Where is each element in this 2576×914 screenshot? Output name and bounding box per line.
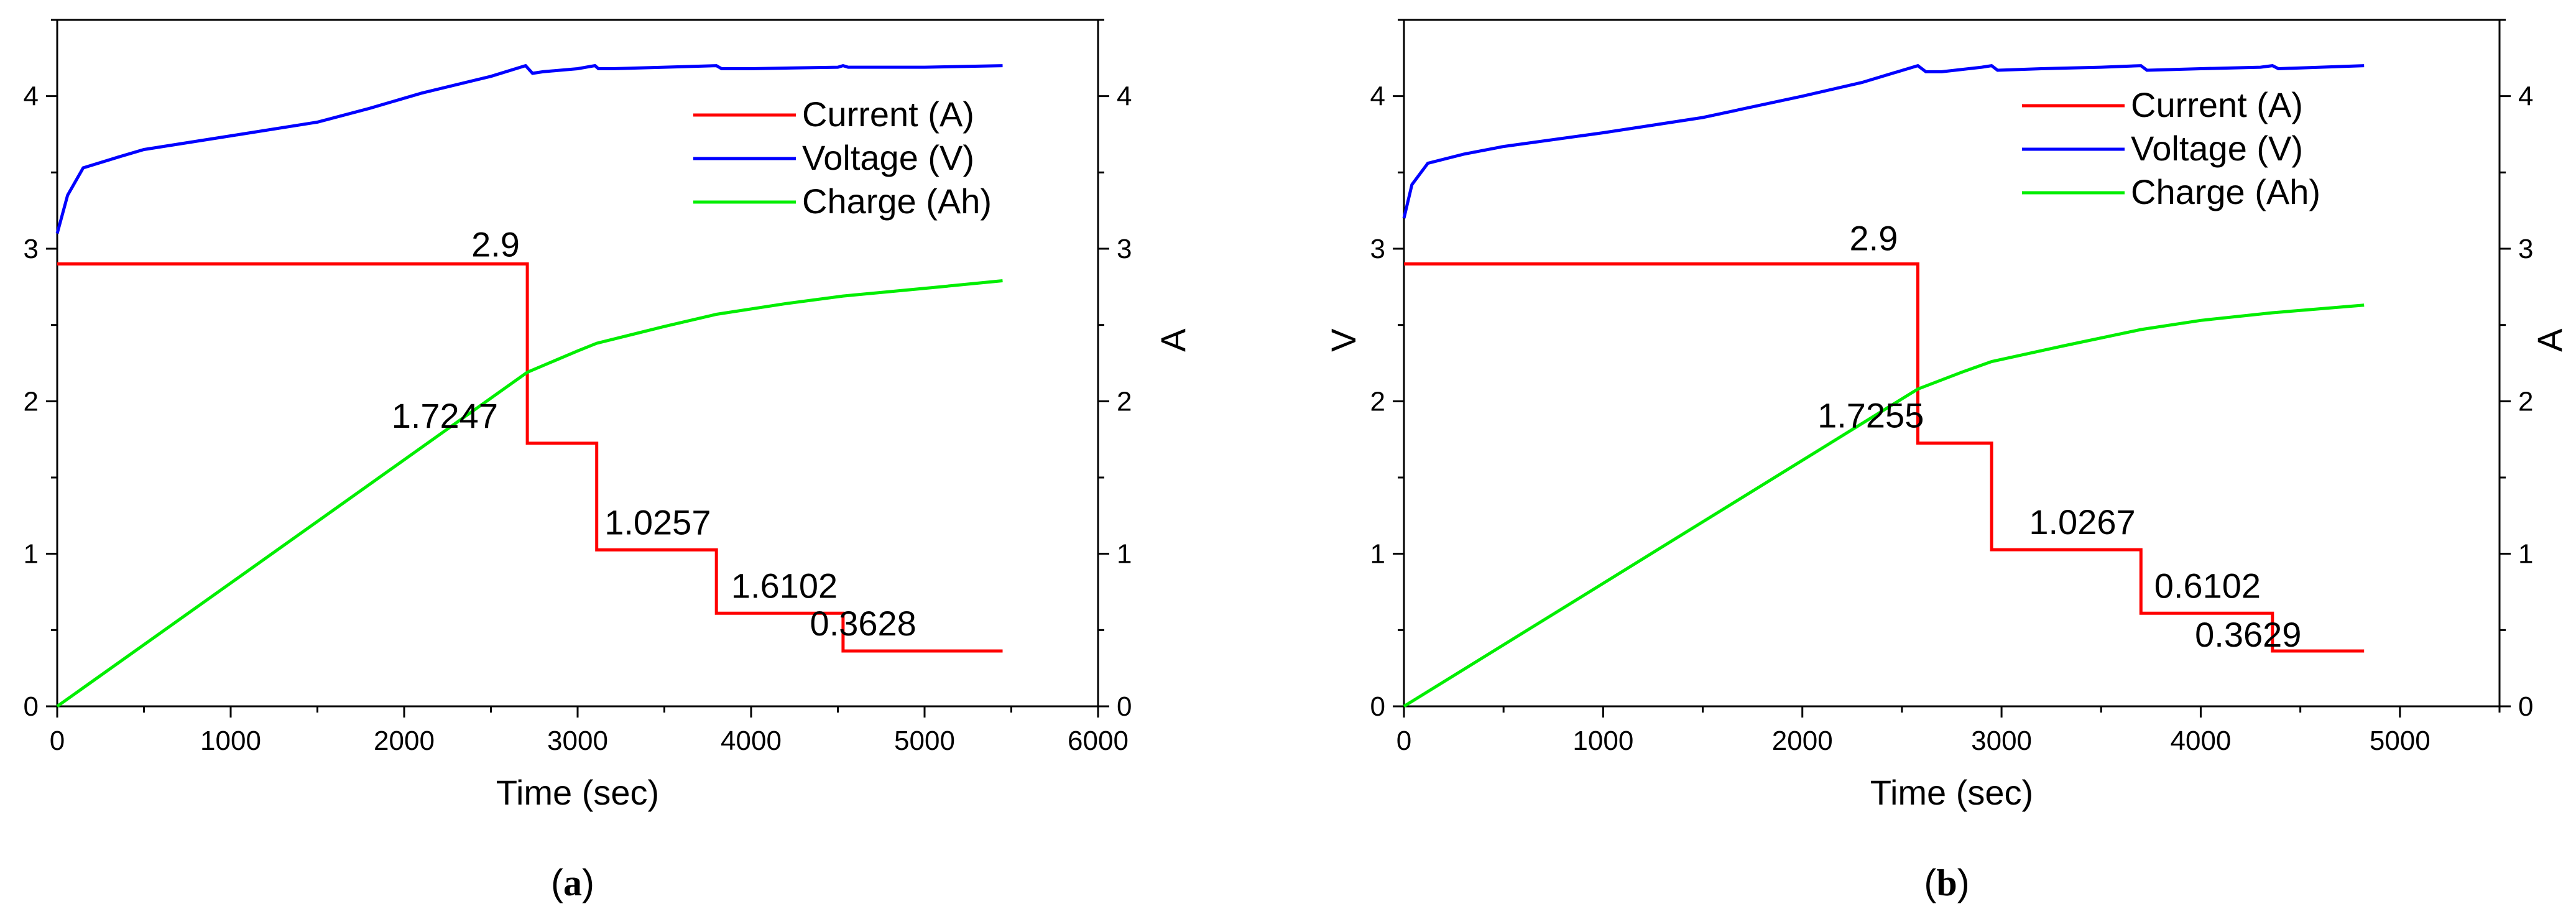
chart-b-plot-frame bbox=[1403, 19, 2501, 708]
chart-a-x-tick-label: 6000 bbox=[1068, 726, 1129, 756]
chart-b-x-tick-label: 4000 bbox=[2171, 726, 2232, 756]
chart-a-y-tick-label-right: 2 bbox=[1117, 386, 1132, 417]
chart-b-x-tick-label: 3000 bbox=[1971, 726, 2032, 756]
chart-a-series-current-line bbox=[57, 262, 1003, 653]
chart-a-y-tick-label-right: 1 bbox=[1117, 539, 1132, 570]
chart-a-y-tick-label-right: 4 bbox=[1117, 81, 1132, 112]
chart-b-y-tick-label-left: 4 bbox=[1370, 81, 1385, 112]
chart-a-x-tick-label: 1000 bbox=[200, 726, 261, 756]
chart-a-panel-label: (a) bbox=[551, 862, 594, 903]
chart-a-x-tick-label: 0 bbox=[50, 726, 65, 756]
panel-label-letter: b bbox=[1936, 862, 1957, 903]
chart-b-y-tick-label-right: 0 bbox=[2518, 691, 2533, 722]
chart-a-y-tick-label-left: 3 bbox=[24, 234, 39, 264]
chart-a-x-tick-label: 3000 bbox=[547, 726, 608, 756]
chart-a-x-tick-label: 4000 bbox=[721, 726, 782, 756]
chart-b-x-tick-label: 2000 bbox=[1772, 726, 1833, 756]
chart-a-y-tick-label-left: 1 bbox=[24, 539, 39, 570]
chart-b-data-label: 2.9 bbox=[1850, 219, 1898, 258]
chart-a-data-label: 1.6102 bbox=[731, 566, 838, 605]
chart-a-legend-label-charge: Charge (Ah) bbox=[802, 182, 992, 221]
chart-a-y-tick-label-right: 3 bbox=[1117, 234, 1132, 264]
chart-a-series-charge-line bbox=[56, 279, 1003, 708]
chart-a-x-tick-label: 2000 bbox=[374, 726, 435, 756]
panel-label-open: ( bbox=[551, 862, 563, 903]
chart-a-x-tick-label: 5000 bbox=[894, 726, 955, 756]
panel-label-close: ) bbox=[582, 862, 594, 903]
chart-a-y-tick-label-right: 0 bbox=[1117, 691, 1132, 722]
chart-b-y-tick-label-left: 1 bbox=[1370, 539, 1385, 570]
chart-a-data-label: 0.3628 bbox=[810, 604, 916, 643]
chart-b-y-tick-label-left: 0 bbox=[1370, 691, 1385, 722]
chart-a-y-tick-label-left: 0 bbox=[24, 691, 39, 722]
chart-a-data-label: 1.0257 bbox=[604, 502, 711, 542]
chart-a-data-label: 2.9 bbox=[471, 225, 520, 264]
chart-b-x-axis-label: Time (sec) bbox=[1870, 773, 2033, 812]
chart-b-legend-label-current: Current (A) bbox=[2131, 85, 2303, 124]
chart-b-data-label: 1.0267 bbox=[2029, 502, 2135, 542]
chart-a-legend-label-current: Current (A) bbox=[802, 95, 974, 134]
chart-b-y-tick-label-left: 2 bbox=[1370, 386, 1385, 417]
chart-b-y-tick-label-right: 3 bbox=[2518, 234, 2533, 264]
chart-b-series-current-line bbox=[1404, 262, 2365, 653]
chart-b-x-tick-label: 0 bbox=[1396, 726, 1411, 756]
chart-a-data-label: 1.7247 bbox=[392, 396, 498, 435]
chart-a-y-axis-label-right: A bbox=[1153, 328, 1193, 352]
chart-b-panel-label: (b) bbox=[1924, 862, 1969, 903]
panel-label-close: ) bbox=[1957, 862, 1970, 903]
chart-b-data-label: 0.3629 bbox=[2195, 615, 2301, 654]
chart-a-y-tick-label-left: 4 bbox=[24, 81, 39, 112]
chart-b-series-charge-line bbox=[1403, 303, 2365, 708]
panel-label-open: ( bbox=[1924, 862, 1936, 903]
panel-label-letter: a bbox=[563, 862, 582, 903]
chart-a-x-axis-label: Time (sec) bbox=[496, 773, 659, 812]
chart-b-legend-label-charge: Charge (Ah) bbox=[2131, 172, 2320, 211]
chart-b-x-tick-label: 1000 bbox=[1572, 726, 1633, 756]
chart-a-series-voltage-line bbox=[55, 63, 1003, 234]
chart-b-series-voltage-line bbox=[1402, 63, 2365, 219]
chart-b-y-axis-label-left: V bbox=[1324, 328, 1363, 352]
chart-a-legend-label-voltage: Voltage (V) bbox=[802, 138, 974, 177]
chart-b-x-tick-label: 5000 bbox=[2370, 726, 2431, 756]
chart-b-data-label: 0.6102 bbox=[2154, 566, 2261, 605]
chart-b-data-label: 1.7255 bbox=[1817, 396, 1924, 435]
chart-a-y-tick-label-left: 2 bbox=[24, 386, 39, 417]
chart-b-y-axis-label-right: A bbox=[2530, 328, 2569, 352]
chart-b-y-tick-label-left: 3 bbox=[1370, 234, 1385, 264]
chart-b-y-tick-label-right: 2 bbox=[2518, 386, 2533, 417]
chart-b-y-tick-label-right: 4 bbox=[2518, 81, 2533, 112]
chart-b-legend-label-voltage: Voltage (V) bbox=[2131, 129, 2303, 168]
chart-b-y-tick-label-right: 1 bbox=[2518, 539, 2533, 570]
